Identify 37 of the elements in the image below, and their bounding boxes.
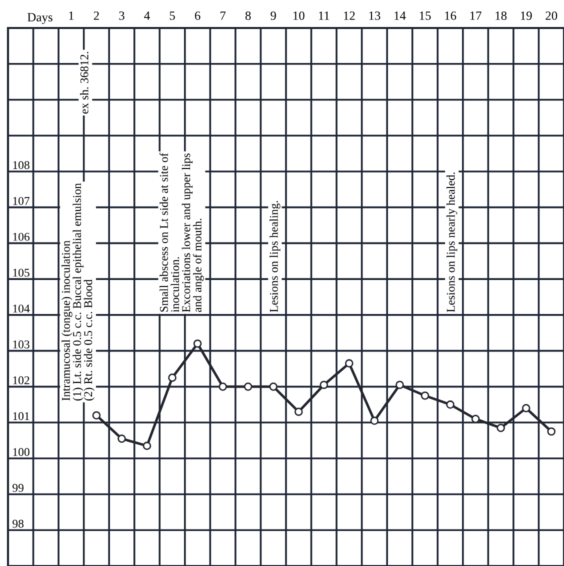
- x-tick-label: 14: [394, 12, 406, 20]
- x-tick-label: 1: [69, 12, 74, 20]
- x-tick-label: 18: [496, 11, 507, 20]
- x-tick-label: 20: [546, 11, 558, 20]
- x-tick-label: 12: [344, 12, 355, 20]
- x-tick-label: 15: [420, 12, 431, 20]
- x-axis-title: Days: [28, 13, 52, 24]
- y-tick-label: 107: [13, 196, 30, 205]
- x-tick-label: 11: [318, 12, 330, 20]
- x-tick-label: 10: [293, 11, 304, 20]
- x-tick-label: 9: [270, 12, 276, 20]
- x-tick-label: 3: [119, 12, 124, 20]
- x-tick-label: 16: [445, 12, 456, 20]
- y-tick-label: 98: [12, 520, 24, 528]
- y-tick-label: 100: [13, 448, 30, 456]
- y-tick-label: 101: [13, 412, 30, 420]
- annotation: Lesions on lips healing.: [270, 201, 280, 312]
- annotation: Lesions on lips nearly healed.: [446, 172, 458, 312]
- x-tick-label: 13: [369, 12, 380, 20]
- x-tick-label: 5: [170, 12, 175, 20]
- x-tick-label: 6: [194, 12, 200, 20]
- y-tick-label: 102: [13, 376, 30, 384]
- y-tick-label: 108: [13, 161, 30, 170]
- x-tick-label: 2: [94, 12, 99, 20]
- annotation: Intramucosal (tongue) inoculation (1) Lt. side 0.5 c.c. Buccal epithelial emulsion (2) Rt. side 0.5 c.c. Blood: [62, 183, 95, 401]
- y-tick-label: 103: [13, 340, 30, 348]
- x-tick-label: 17: [470, 12, 482, 20]
- x-tick-label: 8: [245, 11, 251, 20]
- annotation: Small abscess on Lt side at site of inoculation. Excoriations lower and upper lips and angle of mouth.: [160, 152, 204, 312]
- x-tick-label: 19: [520, 12, 532, 20]
- annotation: ex sh. 36812.: [80, 52, 88, 114]
- x-tick-label: 7: [220, 12, 226, 20]
- y-tick-label: 104: [13, 304, 30, 313]
- y-tick-label: 99: [12, 484, 24, 492]
- y-tick-label: 105: [13, 268, 30, 277]
- x-tick-label: 4: [144, 12, 150, 20]
- y-tick-label: 106: [13, 232, 30, 241]
